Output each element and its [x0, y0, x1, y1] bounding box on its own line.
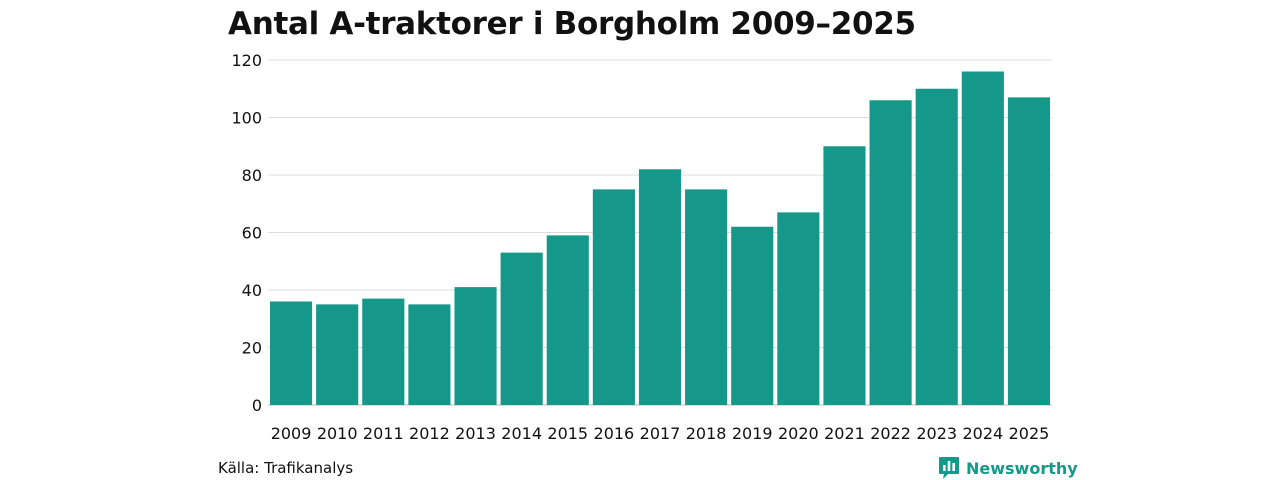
y-tick-label: 60 [242, 224, 262, 243]
bar-2021 [823, 146, 866, 405]
bar-2020 [777, 212, 820, 406]
chart-title: Antal A-traktorer i Borgholm 2009–2025 [228, 6, 916, 42]
y-tick-label: 20 [242, 339, 262, 358]
bar-2023 [915, 88, 958, 405]
bar-2016 [592, 189, 635, 406]
bar-2010 [316, 304, 359, 406]
x-tick-label: 2015 [547, 424, 588, 443]
x-tick-label: 2014 [501, 424, 542, 443]
bar-2025 [1007, 97, 1050, 406]
x-tick-label: 2010 [317, 424, 358, 443]
x-tick-label: 2021 [824, 424, 865, 443]
y-tick-label: 120 [231, 51, 262, 70]
x-tick-label: 2016 [594, 424, 635, 443]
bar-2013 [454, 287, 497, 406]
bar-2022 [869, 100, 912, 405]
x-tick-label: 2019 [732, 424, 773, 443]
bar-2024 [961, 71, 1004, 405]
source-note: Källa: Trafikanalys [218, 459, 354, 477]
y-tick-label: 0 [252, 396, 262, 415]
x-tick-label: 2018 [686, 424, 727, 443]
y-tick-label: 40 [242, 281, 262, 300]
bar-2009 [270, 301, 313, 405]
y-axis-tick-labels: 0 20 40 60 80 100 120 [231, 51, 262, 415]
newsworthy-logo-icon [939, 457, 959, 479]
x-tick-label: 2023 [916, 424, 957, 443]
bar-2011 [362, 298, 405, 406]
bar-2012 [408, 304, 451, 406]
bar-2017 [638, 169, 682, 405]
bars [270, 71, 1050, 406]
x-tick-label: 2009 [271, 424, 312, 443]
y-tick-label: 100 [231, 109, 262, 128]
bar-2015 [546, 235, 589, 406]
x-tick-label: 2025 [1009, 424, 1050, 443]
x-axis-tick-labels: 2009 2010 2011 2012 2013 2014 2015 2016 2017 2018… [271, 424, 1050, 443]
y-tick-label: 80 [242, 166, 262, 185]
x-tick-label: 2022 [870, 424, 911, 443]
x-tick-label: 2011 [363, 424, 404, 443]
bar-2019 [731, 226, 774, 405]
x-tick-label: 2024 [962, 424, 1003, 443]
x-tick-label: 2020 [778, 424, 819, 443]
x-tick-label: 2017 [640, 424, 681, 443]
x-tick-label: 2012 [409, 424, 450, 443]
bar-2014 [500, 252, 543, 406]
brand-name: Newsworthy [966, 458, 1078, 478]
bar-2018 [685, 189, 728, 406]
newsworthy-brand: Newsworthy [938, 456, 1078, 480]
x-tick-label: 2013 [455, 424, 496, 443]
